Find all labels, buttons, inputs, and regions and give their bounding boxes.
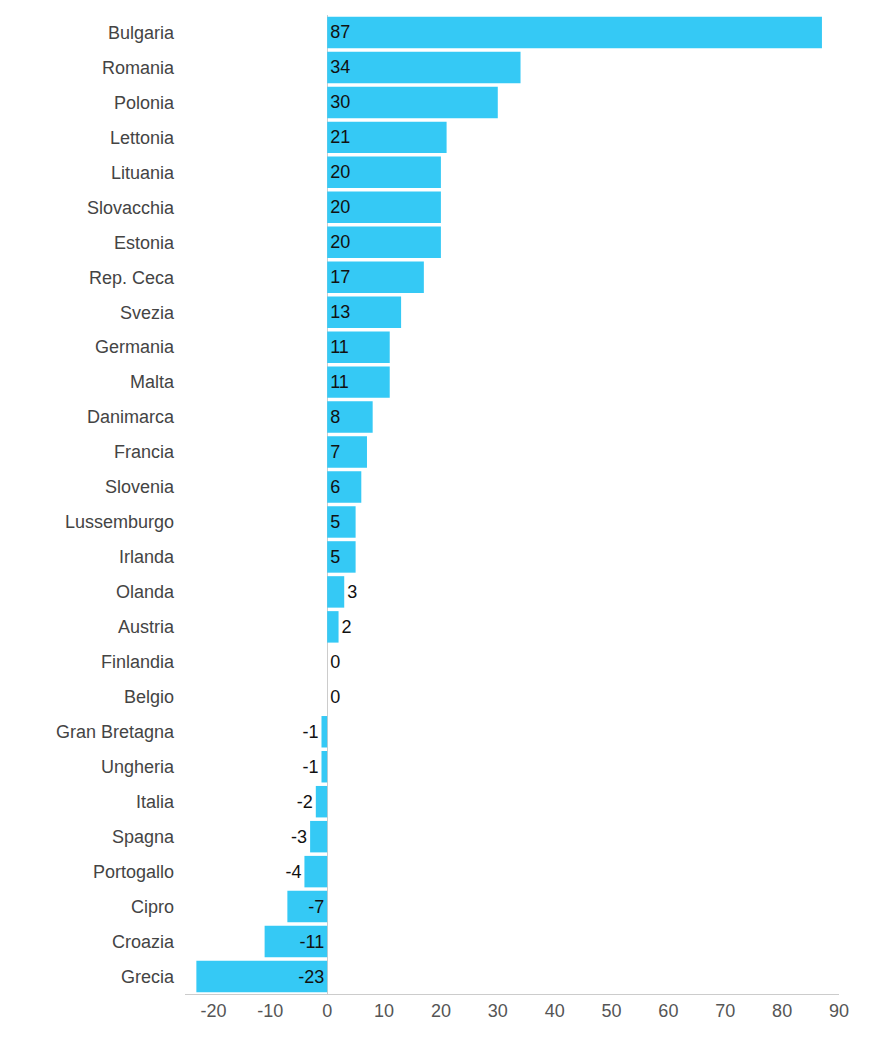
svg-text:Lituania: Lituania (111, 163, 175, 183)
svg-text:17: 17 (330, 267, 350, 287)
svg-text:Francia: Francia (114, 442, 175, 462)
svg-text:-23: -23 (298, 967, 324, 987)
svg-text:Germania: Germania (95, 337, 175, 357)
svg-text:-11: -11 (299, 932, 324, 952)
svg-text:0: 0 (330, 652, 340, 672)
svg-text:87: 87 (330, 22, 350, 42)
svg-text:30: 30 (488, 1001, 508, 1021)
svg-text:0: 0 (330, 687, 340, 707)
svg-text:-20: -20 (200, 1001, 226, 1021)
svg-text:20: 20 (330, 162, 350, 182)
svg-text:-1: -1 (302, 757, 318, 777)
svg-text:Finlandia: Finlandia (101, 652, 175, 672)
svg-text:34: 34 (330, 57, 350, 77)
svg-text:20: 20 (330, 197, 350, 217)
svg-text:10: 10 (374, 1001, 394, 1021)
svg-text:Portogallo: Portogallo (93, 862, 174, 882)
svg-text:0: 0 (322, 1001, 332, 1021)
svg-text:Slovenia: Slovenia (105, 477, 175, 497)
svg-text:3: 3 (347, 582, 357, 602)
svg-text:Danimarca: Danimarca (87, 407, 175, 427)
svg-text:-3: -3 (291, 827, 307, 847)
svg-text:Lussemburgo: Lussemburgo (65, 512, 174, 532)
svg-text:7: 7 (330, 442, 340, 462)
svg-text:Slovacchia: Slovacchia (87, 198, 175, 218)
svg-text:Spagna: Spagna (112, 827, 175, 847)
svg-text:Italia: Italia (136, 792, 175, 812)
svg-text:5: 5 (330, 512, 340, 532)
svg-text:-10: -10 (257, 1001, 283, 1021)
svg-text:Croazia: Croazia (112, 932, 175, 952)
svg-text:Ungheria: Ungheria (101, 757, 175, 777)
svg-text:Bulgaria: Bulgaria (108, 23, 175, 43)
svg-text:Estonia: Estonia (114, 233, 175, 253)
svg-text:11: 11 (330, 337, 349, 357)
svg-text:-4: -4 (285, 862, 301, 882)
svg-text:Belgio: Belgio (124, 687, 174, 707)
svg-text:Cipro: Cipro (131, 897, 174, 917)
svg-text:80: 80 (772, 1001, 792, 1021)
svg-text:-2: -2 (297, 792, 313, 812)
svg-text:6: 6 (330, 477, 340, 497)
svg-text:Olanda: Olanda (116, 582, 175, 602)
svg-text:Romania: Romania (102, 58, 175, 78)
svg-text:11: 11 (330, 372, 349, 392)
svg-text:20: 20 (330, 232, 350, 252)
svg-text:Austria: Austria (118, 617, 175, 637)
svg-text:50: 50 (602, 1001, 622, 1021)
svg-text:20: 20 (431, 1001, 451, 1021)
svg-text:40: 40 (545, 1001, 565, 1021)
svg-text:8: 8 (330, 407, 340, 427)
svg-text:Gran Bretagna: Gran Bretagna (56, 722, 175, 742)
svg-text:60: 60 (658, 1001, 678, 1021)
svg-text:-1: -1 (302, 722, 318, 742)
svg-text:-7: -7 (308, 897, 324, 917)
svg-text:5: 5 (330, 547, 340, 567)
svg-text:2: 2 (342, 617, 352, 637)
svg-text:30: 30 (330, 92, 350, 112)
svg-text:Polonia: Polonia (114, 93, 175, 113)
svg-text:70: 70 (715, 1001, 735, 1021)
svg-text:13: 13 (330, 302, 350, 322)
svg-text:Irlanda: Irlanda (119, 547, 175, 567)
svg-text:Grecia: Grecia (121, 967, 175, 987)
svg-text:Rep. Ceca: Rep. Ceca (89, 268, 175, 288)
svg-text:Malta: Malta (130, 372, 175, 392)
svg-text:21: 21 (330, 127, 350, 147)
svg-text:90: 90 (829, 1001, 849, 1021)
svg-text:Lettonia: Lettonia (110, 128, 175, 148)
svg-text:Svezia: Svezia (120, 303, 175, 323)
